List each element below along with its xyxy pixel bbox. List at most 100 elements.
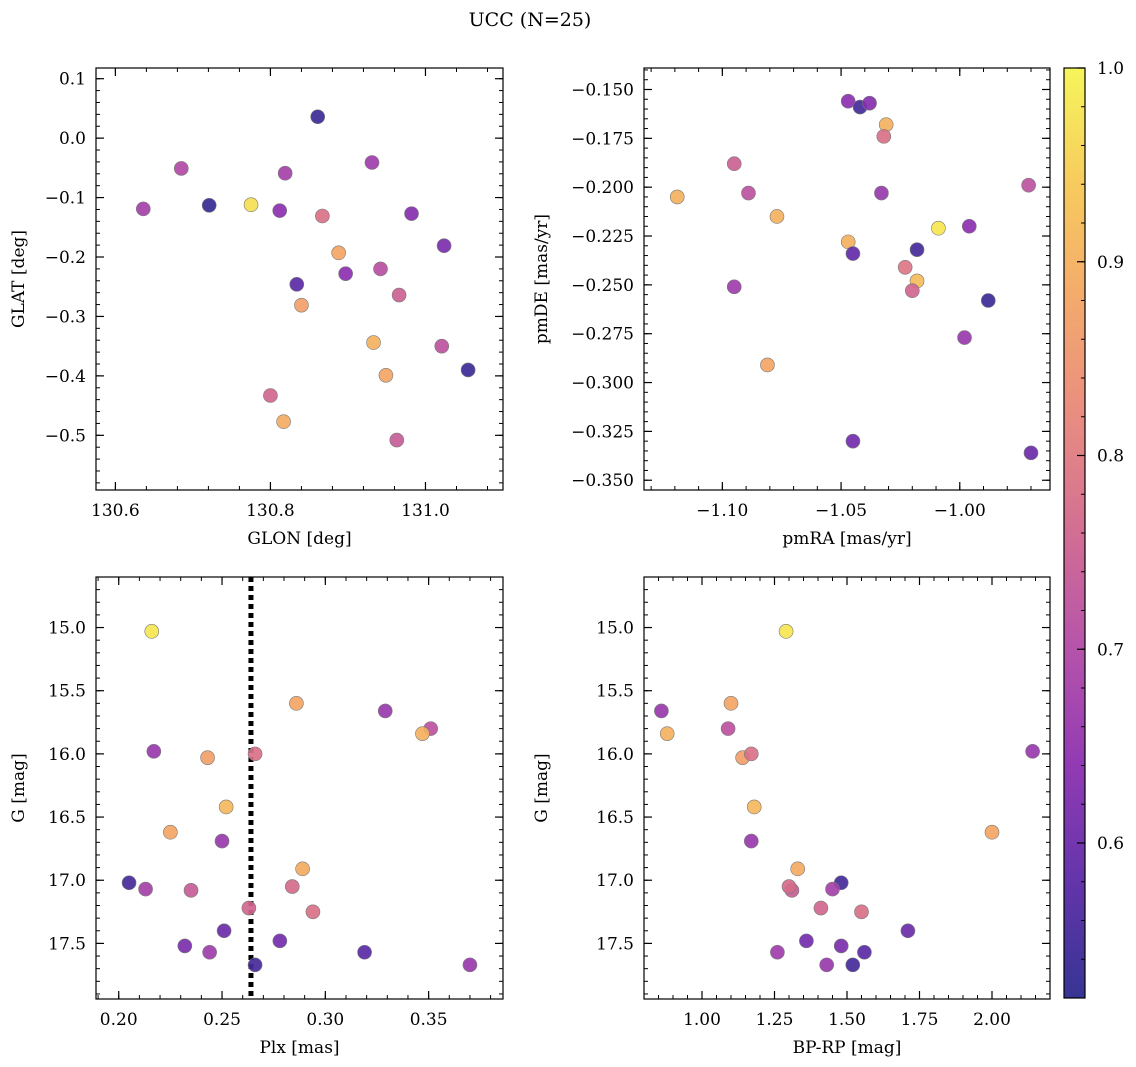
y-tick-label: −0.2 (45, 248, 86, 268)
colorbar-tick-label: 0.8 (1097, 447, 1124, 467)
scatter-point (391, 287, 407, 303)
y-tick-label: 16.5 (596, 808, 634, 828)
y-tick-label: −0.150 (571, 80, 634, 100)
x-tick-label: −1.00 (934, 501, 986, 521)
scatter-point (669, 189, 685, 205)
scatter-point (770, 944, 785, 960)
scatter-point (813, 900, 829, 916)
scatter-point (854, 904, 869, 920)
scatter-point (201, 197, 217, 213)
y-tick-label: −0.275 (571, 325, 634, 345)
scatter-point (1021, 177, 1036, 193)
scatter-point (183, 883, 199, 898)
x-axis-label: pmRA [mas/yr] (782, 529, 911, 549)
scatter-point (289, 696, 304, 711)
y-tick-label: 15.0 (596, 619, 634, 639)
x-tick-label: −1.05 (815, 501, 867, 521)
scatter-point (760, 357, 775, 373)
y-tick-label: 16.0 (48, 745, 86, 765)
scatter-point (436, 238, 452, 254)
scatter-point (214, 833, 230, 849)
scatter-point (1023, 445, 1039, 461)
scatter-point (338, 266, 353, 281)
scatter-point (310, 109, 326, 125)
scatter-point (241, 900, 257, 916)
scatter-point (741, 185, 756, 201)
y-tick-label: 15.5 (48, 682, 86, 702)
scatter-point (415, 726, 430, 741)
scatter-point (769, 209, 785, 224)
scatter-point (840, 93, 856, 109)
y-tick-label: −0.175 (571, 129, 634, 149)
panel-4: 1.00 1.25 1.50 1.75 2.00 15.0 15.5 16.0 16.5 17.0… (532, 576, 1051, 1058)
x-tick-label: 0.25 (203, 1010, 241, 1030)
scatter-point (243, 197, 259, 213)
scatter-point (121, 875, 137, 891)
scatter-point (377, 703, 393, 719)
scatter-point (135, 201, 151, 217)
scatter-point (1025, 744, 1040, 759)
scatter-point (825, 881, 840, 897)
scatter-point (654, 703, 669, 719)
y-tick-label: 17.5 (596, 934, 634, 954)
scatter-point (366, 335, 381, 350)
y-axis-label: GLAT [deg] (9, 230, 29, 328)
y-axis-label: pmDE [mas/yr] (532, 214, 552, 344)
scatter-point (746, 799, 762, 815)
scatter-point (874, 185, 889, 201)
colorbar-tick-label: 0.6 (1097, 834, 1124, 854)
x-tick-label: 1.25 (756, 1010, 794, 1030)
scatter-point (295, 861, 310, 877)
y-tick-label: 0.1 (59, 70, 86, 90)
scatter-point (138, 881, 153, 897)
x-tick-label: 0.20 (100, 1010, 138, 1030)
scatter-point (833, 938, 849, 954)
scatter-point (202, 944, 217, 960)
colorbar-tick-label: 1.0 (1097, 59, 1124, 79)
scatter-point (144, 624, 160, 639)
scatter-point (984, 824, 1000, 840)
scatter-point (726, 279, 742, 295)
scatter-point (272, 933, 288, 949)
scatter-point (726, 156, 742, 172)
scatter-point (778, 624, 794, 639)
scatter-point (289, 277, 305, 292)
axes-frame (95, 576, 504, 1000)
scatter-point (364, 155, 380, 170)
scatter-point (294, 297, 309, 313)
x-tick-label: 130.6 (91, 501, 140, 521)
colorbar-tick-label: 0.9 (1097, 253, 1124, 273)
axes-frame (643, 576, 1051, 1000)
panel-2: −1.10 −1.05 −1.00 −0.150 −0.175 −0.200 −0.225 −… (532, 67, 1051, 549)
x-tick-label: 0.35 (410, 1010, 448, 1030)
scatter-point (897, 259, 913, 275)
x-tick-label: 1.75 (901, 1010, 939, 1030)
scatter-point (276, 414, 291, 429)
x-tick-label: 130.8 (246, 501, 295, 521)
y-tick-label: −0.1 (45, 189, 86, 209)
scatter-point (277, 165, 293, 181)
scatter-point (904, 283, 920, 299)
scatter-point (659, 726, 675, 741)
scatter-point (723, 696, 739, 711)
y-tick-label: 17.5 (48, 934, 86, 954)
panel-3: 0.20 0.25 0.30 0.35 15.0 15.5 16.0 16.5 17.0 17.5… (9, 576, 504, 1058)
scatter-point (305, 904, 321, 920)
scatter-point (177, 938, 193, 954)
y-tick-label: −0.225 (571, 227, 634, 247)
scatter-point (163, 824, 178, 840)
scatter-point (957, 330, 972, 345)
scatter-point (284, 879, 300, 894)
scatter-point (331, 245, 346, 261)
y-tick-label: 16.5 (48, 808, 86, 828)
y-tick-label: −0.250 (571, 276, 634, 296)
scatter-point (200, 750, 215, 765)
y-tick-label: 17.0 (596, 871, 634, 891)
scatter-point (460, 362, 476, 378)
x-tick-label: 131.0 (401, 501, 450, 521)
y-axis-label: G [mag] (9, 753, 29, 822)
y-tick-label: 17.0 (48, 871, 86, 891)
scatter-point (218, 799, 234, 815)
scatter-point (845, 957, 861, 973)
